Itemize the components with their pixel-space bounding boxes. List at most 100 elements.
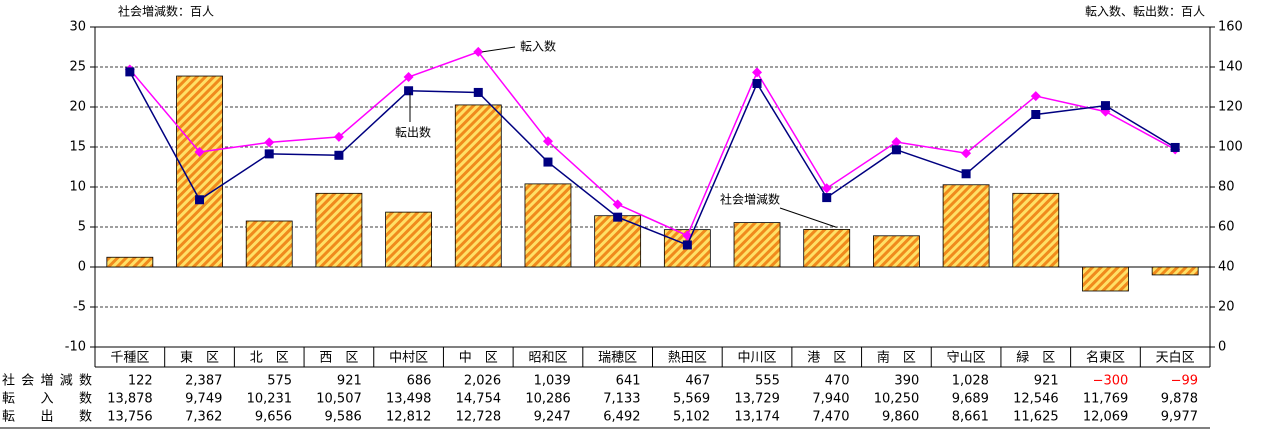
- x-tick-label: 中 区: [459, 351, 498, 366]
- bar: [454, 104, 502, 268]
- table-cell: 13,174: [734, 410, 780, 425]
- marker: [1100, 101, 1110, 111]
- table-cell: 467: [685, 374, 710, 389]
- table-cell: 13,498: [386, 392, 432, 407]
- marker: [1031, 110, 1041, 119]
- x-tick-label: 名東区: [1086, 350, 1125, 366]
- marker: [543, 157, 553, 167]
- x-tick-label: 熱田区: [668, 351, 707, 366]
- marker: [1030, 91, 1041, 102]
- table-cell: 12,812: [386, 410, 432, 425]
- table-cell: 686: [407, 374, 432, 389]
- marker: [333, 131, 344, 142]
- x-tick-label: 瑞穂区: [598, 351, 637, 366]
- table-cell: 9,247: [534, 410, 571, 425]
- table-cell: 6,492: [603, 410, 640, 425]
- bar: [873, 235, 920, 268]
- table-cell: 9,586: [325, 410, 362, 425]
- table-cell: 575: [267, 374, 292, 389]
- x-tick-label: 西 区: [319, 351, 358, 366]
- y2-tick-label: 40: [1218, 260, 1235, 275]
- y-unit-label: 社会増減数：百人: [118, 4, 214, 19]
- bar: [942, 184, 990, 268]
- bar: [245, 220, 293, 268]
- table-cell: 10,231: [247, 392, 293, 407]
- table-cell: 8,661: [952, 410, 989, 425]
- table-cell: 921: [1034, 374, 1059, 389]
- marker: [403, 72, 414, 83]
- marker: [961, 169, 971, 179]
- marker: [125, 67, 135, 77]
- leader-line: [779, 207, 837, 228]
- y-tick-label: 0: [78, 260, 86, 275]
- x-tick-label: 北 区: [250, 351, 289, 366]
- bar: [1012, 192, 1060, 268]
- y-tick-label: -10: [65, 340, 86, 355]
- marker: [542, 136, 553, 147]
- y-tick-label: 30: [69, 20, 86, 35]
- table-cell: 5,102: [673, 410, 710, 425]
- x-tick-label: 南 区: [877, 350, 916, 366]
- table-cell: 14,754: [456, 392, 502, 407]
- table-cell: 12,728: [456, 410, 502, 425]
- table-cell: 9,689: [952, 392, 989, 407]
- x-tick-label: 守山区: [947, 351, 986, 366]
- table-cell: 11,769: [1083, 392, 1129, 407]
- table-cell: 7,362: [185, 410, 222, 425]
- marker: [821, 183, 832, 194]
- x-tick-label: 天白区: [1156, 350, 1195, 366]
- table-cell: 9,749: [185, 392, 222, 407]
- marker: [1170, 142, 1180, 152]
- table-cell: 2,026: [464, 374, 501, 389]
- y2-tick-label: 20: [1218, 300, 1235, 315]
- marker: [961, 148, 972, 159]
- table-cell: 7,940: [812, 392, 849, 407]
- y-tick-label: 15: [69, 140, 86, 155]
- bar: [733, 222, 781, 268]
- x-tick-label: 中川区: [738, 351, 777, 366]
- table-cell: 7,470: [812, 410, 849, 425]
- line-series: [129, 71, 1176, 246]
- y2-tick-label: 100: [1218, 140, 1243, 155]
- y-tick-label: 20: [69, 100, 86, 115]
- x-tick-label: 東 区: [180, 350, 219, 366]
- y2-tick-label: 140: [1218, 60, 1243, 75]
- y2-tick-label: 80: [1218, 180, 1235, 195]
- table-cell: 12,546: [1013, 392, 1059, 407]
- y-tick-label: 10: [69, 180, 86, 195]
- x-tick-label: 昭和区: [528, 351, 567, 366]
- bar: [524, 183, 572, 268]
- marker: [264, 137, 275, 148]
- marker: [404, 86, 414, 96]
- line-series: [129, 51, 1176, 237]
- table-cell: 9,656: [255, 410, 292, 425]
- table-cell: 555: [755, 374, 780, 389]
- bar: [1151, 266, 1199, 276]
- marker: [891, 137, 902, 147]
- table-cell: 11,625: [1013, 410, 1059, 425]
- table-cell: 9,860: [882, 410, 919, 425]
- table-cell: 2,387: [185, 374, 222, 389]
- y2-unit-label: 転入数、転出数：百人: [1085, 4, 1205, 19]
- table-cell: 1,028: [952, 374, 989, 389]
- x-tick-label: 港 区: [807, 351, 846, 366]
- y-tick-label: 25: [69, 60, 86, 75]
- annotation: 転入数: [520, 39, 556, 54]
- marker: [264, 149, 274, 159]
- marker: [613, 212, 623, 222]
- y2-tick-label: 120: [1218, 100, 1243, 115]
- table-cell: 470: [825, 374, 850, 389]
- table-cell: 9,977: [1161, 410, 1198, 425]
- annotation: 社会増減数: [720, 192, 780, 207]
- y2-tick-label: 0: [1218, 340, 1226, 355]
- row-label: 社会増減数: [2, 373, 92, 389]
- bar: [594, 215, 642, 268]
- table-cell: 9,878: [1161, 392, 1198, 407]
- table-cell: −99: [1171, 374, 1198, 389]
- x-tick-label: 緑 区: [1016, 351, 1055, 366]
- marker: [473, 46, 484, 57]
- marker: [334, 150, 344, 160]
- bar: [315, 192, 363, 268]
- table-cell: 10,507: [316, 392, 362, 407]
- leader-line: [482, 46, 516, 53]
